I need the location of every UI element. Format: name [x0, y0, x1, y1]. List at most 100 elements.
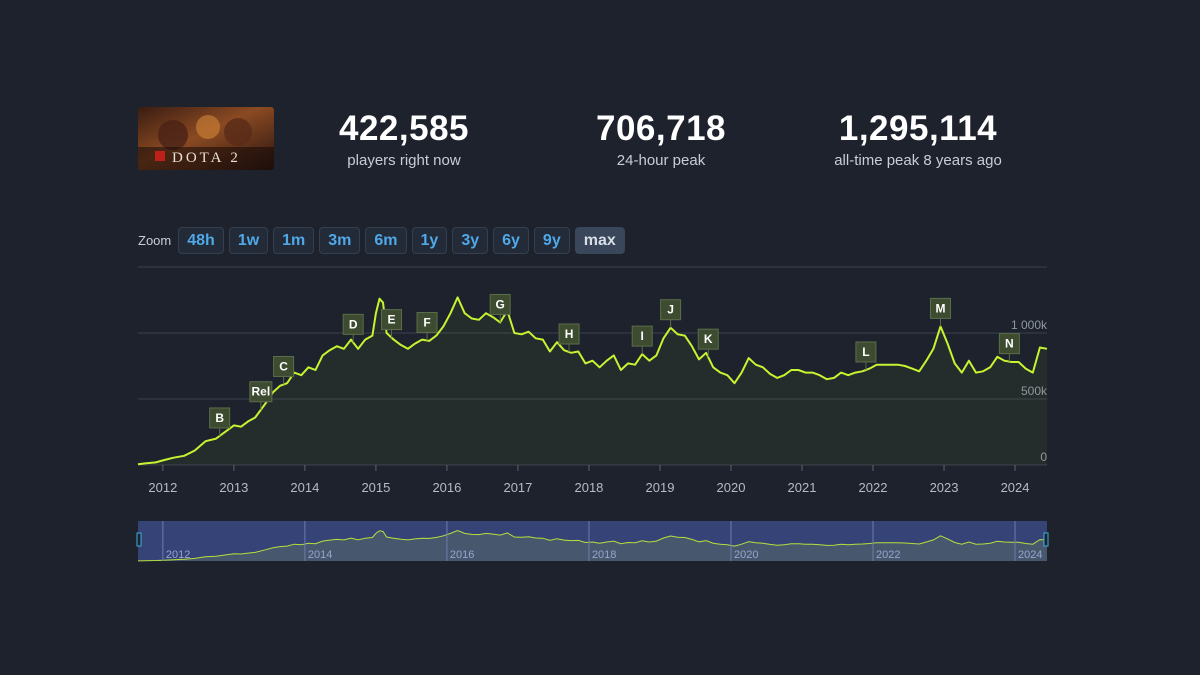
flag-h: H: [558, 323, 580, 353]
x-axis-ticks: 2012 2013 2014 2015 2016 2017 2018 2019 2020 2021…: [148, 465, 1030, 495]
flag-label-d: D: [349, 317, 358, 331]
flag-box-k: [697, 328, 719, 350]
navigator-label-2024: 2024: [1018, 549, 1042, 561]
flag-box-e: [381, 309, 403, 331]
annotation-flags: B Rel C D E F G H I J K L M N: [209, 293, 1020, 436]
y-tick-label-0: 0: [1040, 450, 1047, 464]
flag-box-c: [273, 355, 295, 377]
flag-b: B: [209, 407, 231, 436]
flag-d: D: [342, 313, 364, 343]
zoom-48h-button[interactable]: 48h: [178, 227, 224, 254]
x-tick-label-2017: 2017: [503, 480, 532, 495]
zoom-max-button[interactable]: max: [574, 227, 625, 254]
flag-box-h: [558, 323, 580, 345]
flag-label-j: J: [667, 303, 674, 317]
navigator-label-2014: 2014: [308, 549, 332, 561]
flag-label-b: B: [215, 411, 224, 425]
flag-label-c: C: [279, 359, 288, 373]
navigator-line: [137, 529, 1048, 562]
chart-grid: [138, 266, 1047, 466]
flag-label-i: I: [641, 329, 644, 343]
x-tick-label-2023: 2023: [930, 480, 959, 495]
flag-rel: Rel: [249, 381, 273, 410]
flag-box-m: [929, 297, 951, 319]
flag-box-g: [489, 293, 511, 315]
flag-label-n: N: [1005, 337, 1014, 351]
flag-label-rel: Rel: [252, 385, 271, 399]
flag-box-i: [631, 325, 653, 347]
current-players-label: players right now: [347, 152, 461, 169]
x-tick-label-2016: 2016: [432, 480, 461, 495]
navigator-selection: [138, 521, 1047, 561]
x-tick-label-2013: 2013: [219, 480, 248, 495]
flag-label-m: M: [935, 301, 945, 315]
logo-text: DOTA 2: [172, 150, 241, 166]
navigator-label-2018: 2018: [592, 549, 616, 561]
navigator-label-2016: 2016: [450, 549, 474, 561]
flag-label-h: H: [565, 327, 574, 341]
x-tick-label-2020: 2020: [717, 480, 746, 495]
zoom-6y-button[interactable]: 6y: [493, 227, 529, 254]
all-time-peak-label: all-time peak 8 years ago: [834, 152, 1002, 169]
navigator-handle-right: [1043, 532, 1049, 547]
y-axis-ticks: 0 500k 1 000k: [1011, 318, 1048, 464]
flag-f: F: [416, 312, 438, 341]
stat-all-time-peak: 1,295,114 all-time peak 8 years ago: [788, 108, 1048, 169]
flag-label-f: F: [423, 316, 430, 330]
flag-m: M: [929, 297, 951, 327]
flag-k: K: [697, 328, 719, 358]
zoom-9y-button[interactable]: 9y: [533, 227, 570, 254]
flag-j: J: [660, 299, 682, 328]
navigator-handle-left: [136, 532, 142, 547]
x-tick-label-2014: 2014: [290, 480, 319, 495]
flag-box-j: [660, 299, 682, 321]
flag-i: I: [631, 325, 653, 355]
zoom-1m-button[interactable]: 1m: [273, 227, 315, 254]
zoom-3m-button[interactable]: 3m: [319, 227, 361, 254]
game-logo: DOTA 2: [138, 107, 274, 170]
current-players-value: 422,585: [338, 109, 470, 148]
x-tick-label-2024: 2024: [1001, 480, 1030, 495]
zoom-label: Zoom: [138, 233, 172, 248]
flag-box-f: [416, 312, 438, 334]
zoom-6m-button[interactable]: 6m: [365, 227, 407, 254]
navigator-label-2022: 2022: [876, 549, 900, 561]
zoom-controls: Zoom 48h 1w 1m 3m 6m 1y 3y 6y 9y max: [138, 226, 630, 255]
y-tick-label-1000k: 1 000k: [1011, 318, 1048, 332]
flag-box-b: [209, 407, 231, 429]
y-tick-label-500k: 500k: [1021, 384, 1048, 398]
x-tick-label-2021: 2021: [788, 480, 817, 495]
flag-l: L: [855, 341, 877, 370]
navigator-label-2020: 2020: [734, 549, 758, 561]
flag-label-l: L: [862, 345, 869, 359]
x-tick-label-2012: 2012: [148, 480, 177, 495]
flag-box-n: [998, 333, 1020, 355]
x-tick-label-2018: 2018: [574, 480, 603, 495]
x-tick-label-2019: 2019: [646, 480, 675, 495]
navigator-area: [138, 530, 1047, 561]
zoom-1w-button[interactable]: 1w: [228, 227, 269, 254]
all-time-peak-value: 1,295,114: [838, 109, 998, 148]
flag-label-g: G: [496, 297, 505, 311]
zoom-3y-button[interactable]: 3y: [452, 227, 489, 254]
range-navigator[interactable]: 2012 2014 2016 2018 2020 2022 2024: [136, 521, 1049, 562]
stat-current-players: 422,585 players right now: [274, 108, 534, 169]
flag-g: G: [489, 293, 511, 323]
flag-label-e: E: [388, 313, 396, 327]
series-line: [137, 296, 1048, 466]
stat-24h-peak: 706,718 24-hour peak: [531, 108, 791, 169]
flag-box-rel: [249, 381, 273, 403]
x-tick-label-2015: 2015: [361, 480, 390, 495]
zoom-1y-button[interactable]: 1y: [411, 227, 448, 254]
flag-c: C: [273, 355, 295, 385]
navigator-label-2012: 2012: [166, 549, 190, 561]
flag-e: E: [381, 309, 403, 338]
flag-n: N: [998, 333, 1020, 362]
x-tick-label-2022: 2022: [859, 480, 888, 495]
flag-box-d: [342, 313, 364, 335]
series-area: [138, 297, 1047, 465]
flag-label-k: K: [704, 332, 713, 346]
peak-24h-label: 24-hour peak: [616, 152, 706, 169]
peak-24h-value: 706,718: [595, 109, 727, 148]
